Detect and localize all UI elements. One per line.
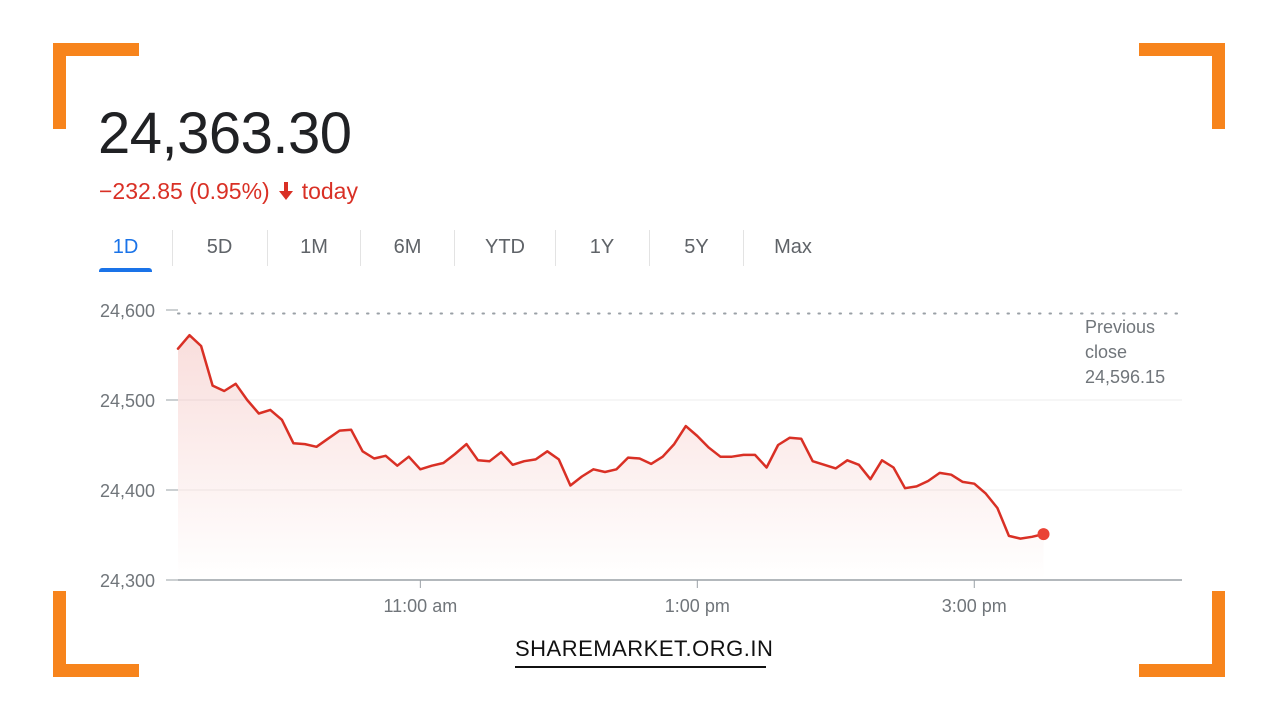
frame-corner-bottom-left (53, 591, 139, 677)
change-period: today (301, 178, 358, 204)
tab-5d[interactable]: 5D (206, 236, 233, 258)
label-layer: 24,600 24,500 24,400 24,300 Previous close 24,… (100, 301, 1165, 616)
x-tick-label: 11:00 am (383, 596, 457, 616)
tab-divider (360, 230, 361, 266)
tab-max[interactable]: Max (774, 236, 812, 258)
last-price-marker (1037, 528, 1050, 541)
x-tick-label: 1:00 pm (665, 596, 730, 616)
tab-6m[interactable]: 6M (393, 236, 422, 258)
tab-divider (454, 230, 455, 266)
tab-1d[interactable]: 1D (99, 226, 152, 272)
tab-1y[interactable]: 1Y (589, 236, 615, 258)
previous-close-value: 24,596.15 (1085, 367, 1165, 387)
y-tick-label: 24,500 (100, 391, 155, 411)
brand-watermark: SHAREMARKET.ORG.IN (515, 634, 773, 668)
tab-5y[interactable]: 5Y (684, 236, 709, 258)
frame-corner-top-left (53, 43, 139, 129)
price-chart: 24,600 24,500 24,400 24,300 Previous close 24,… (100, 301, 1183, 616)
tab-divider (267, 230, 268, 266)
tab-divider (172, 230, 173, 266)
x-tick-label: 3:00 pm (942, 596, 1007, 616)
series-layer (176, 333, 1050, 580)
tab-divider (649, 230, 650, 266)
previous-close-label: close (1085, 342, 1127, 362)
arrow-down-icon (278, 182, 293, 200)
frame-corner-bottom-right (1139, 591, 1225, 677)
price-change: −232.85 (0.95%) today (99, 176, 358, 206)
y-tick-label: 24,400 (100, 481, 155, 501)
frame-corner-top-right (1139, 43, 1225, 129)
previous-close-label: Previous (1085, 317, 1155, 337)
tab-ytd[interactable]: YTD (485, 236, 525, 258)
current-price: 24,363.30 (98, 101, 352, 166)
series-area (178, 335, 1044, 580)
y-tick-label: 24,300 (100, 571, 155, 591)
tab-divider (743, 230, 744, 266)
tab-divider (555, 230, 556, 266)
change-value: −232.85 (0.95%) (99, 178, 270, 204)
series-line (176, 333, 1045, 540)
tab-1m[interactable]: 1M (300, 236, 328, 258)
y-tick-label: 24,600 (100, 301, 155, 321)
